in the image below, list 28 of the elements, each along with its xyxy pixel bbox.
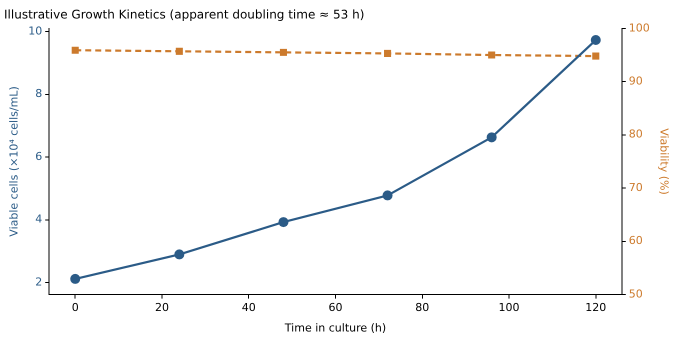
point <box>278 217 288 228</box>
y-axis-title: Viable cells (×10⁴ cells/mL) <box>7 86 20 237</box>
y2-tick-label: 70 <box>628 180 643 194</box>
y2-tick-label: 50 <box>628 287 643 300</box>
x-tick-label: 100 <box>498 301 520 314</box>
point <box>590 35 601 46</box>
y2-axis-title: Viability (%) <box>658 128 671 195</box>
x-axis-title: Time in culture (h) <box>284 321 386 334</box>
y-tick-label: 8 <box>35 87 42 100</box>
x-tick-label: 0 <box>72 301 79 314</box>
point <box>382 190 393 200</box>
y-tick-label: 6 <box>35 150 42 163</box>
y2-tick-label: 80 <box>628 128 643 141</box>
x-tick-label: 80 <box>415 301 430 314</box>
y2-tick-label: 100 <box>628 21 650 34</box>
x-tick-label: 60 <box>328 301 342 314</box>
x-tick-label: 20 <box>154 301 169 314</box>
y-tick-label: 2 <box>35 276 42 289</box>
y-tick-label: 10 <box>28 24 42 38</box>
y-tick-label: 4 <box>35 212 42 226</box>
x-tick-label: 120 <box>585 301 606 314</box>
point <box>174 249 184 260</box>
y2-tick-label: 60 <box>628 234 643 248</box>
point <box>70 274 80 284</box>
x-tick-label: 40 <box>242 301 256 314</box>
y2-tick-label: 90 <box>628 74 643 88</box>
point <box>486 132 497 142</box>
chart-title: Illustrative Growth Kinetics (apparent doubling time ≈ 53 h) <box>4 7 364 22</box>
